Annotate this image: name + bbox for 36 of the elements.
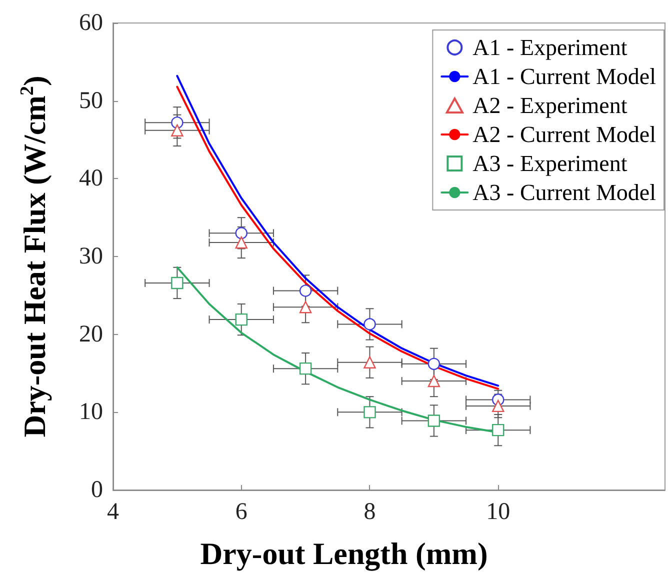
point [235, 313, 248, 326]
y-axis-title: Dry-out Heat Flux (W/cm2) [17, 76, 52, 438]
point [492, 400, 504, 412]
point [364, 318, 376, 330]
point [171, 276, 184, 290]
y-tick-label: 60 [79, 10, 103, 36]
y-tick-label: 50 [79, 88, 103, 114]
x-axis-title: Dry-out Length (mm) [200, 536, 488, 571]
point [492, 424, 504, 436]
point [299, 284, 312, 297]
point [364, 356, 376, 368]
point [299, 300, 312, 314]
y-tick-label: 10 [79, 399, 103, 426]
legend-label: A2 - Experiment [472, 93, 628, 118]
legend-label: A1 - Experiment [472, 35, 628, 60]
x-tick-label: 6 [235, 499, 248, 525]
point [364, 406, 376, 418]
point [171, 124, 184, 137]
x-tick-label: 10 [486, 499, 510, 525]
point [171, 116, 184, 129]
y-tick-label: 30 [79, 244, 103, 270]
point [428, 358, 440, 370]
point [235, 227, 248, 240]
x-tick-label: 4 [107, 499, 119, 525]
point [235, 236, 248, 249]
legend-label: A2 - Current Model [472, 122, 656, 147]
legend-label: A3 - Current Model [472, 180, 656, 205]
point [428, 374, 440, 388]
point [299, 362, 312, 375]
y-tick-label: 40 [79, 166, 103, 192]
point [428, 414, 440, 427]
legend-label: A1 - Current Model [472, 64, 656, 89]
y-tick-label: 0 [91, 477, 103, 503]
legend-label: A3 - Experiment [472, 151, 628, 176]
x-tick-label: 8 [364, 499, 376, 525]
y-tick-label: 20 [79, 321, 103, 348]
